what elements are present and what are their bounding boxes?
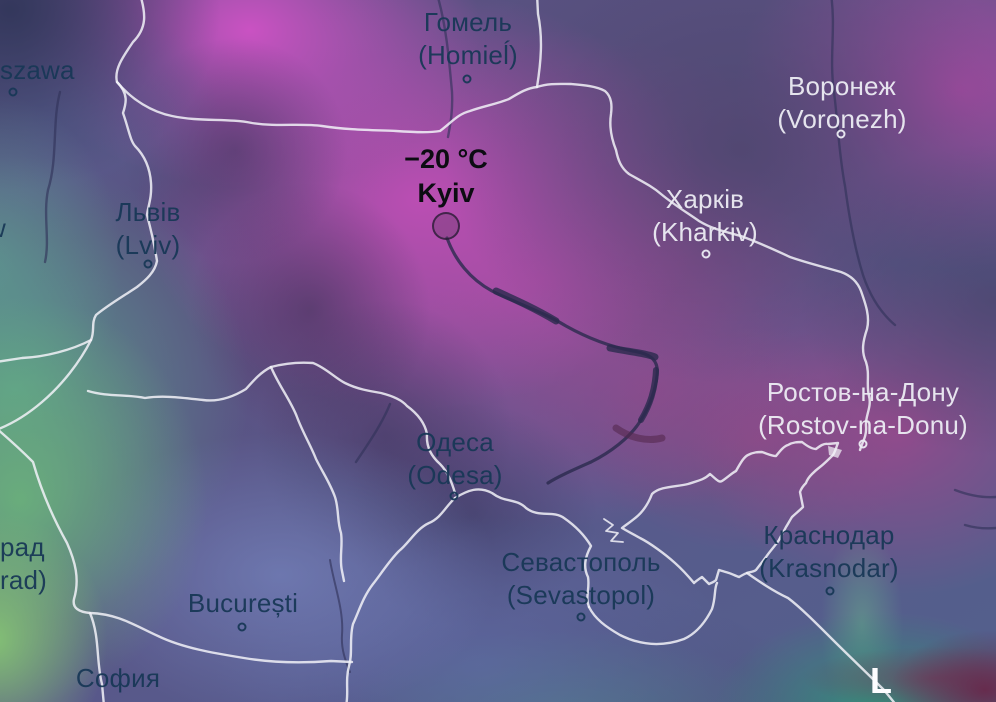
city-label-rostov: Ростов-на-Дону (Rostov-na-Donu) (758, 377, 968, 440)
river-manych (953, 488, 996, 530)
city-label-west-partial: w (0, 212, 6, 245)
pressure-low-marker: L (870, 660, 892, 701)
border-belarus-russia (535, 0, 543, 89)
dnipro-reservoir-dniprovske (638, 367, 659, 423)
border-moldova-north (86, 361, 457, 495)
coast-north-black-sea (453, 488, 593, 609)
city-label-homiel: Гомель (Homieĺ) (418, 7, 518, 70)
river-desna (437, 0, 454, 139)
dnipro-reservoir-kremenchuk (606, 344, 659, 361)
coast-west-black-sea (345, 496, 457, 702)
city-label-lviv: Львів (Lviv) (115, 197, 181, 260)
border-poland-west-ukraine (0, 0, 159, 363)
city-label-warszawa-partial: szawa (0, 55, 75, 85)
kakhovka-reservoir (612, 424, 666, 444)
city-marker-warszawa-partial[interactable] (8, 87, 18, 97)
city-marker-voronezh[interactable] (836, 129, 846, 139)
city-label-voronezh: Воронеж (Voronezh) (777, 71, 907, 134)
river-vistula (43, 90, 62, 264)
selected-temperature-value: −20 °C (404, 144, 488, 174)
selected-location-marker[interactable] (432, 212, 460, 240)
border-bulgaria-west (88, 611, 105, 702)
city-label-krasnodar: Краснодар (Krasnodar) (759, 520, 899, 583)
coast-caucasus (745, 571, 896, 702)
rivers-group (43, 0, 996, 673)
city-marker-krasnodar[interactable] (825, 586, 835, 596)
city-marker-lviv[interactable] (143, 259, 153, 269)
city-marker-odesa[interactable] (449, 491, 459, 501)
city-label-bucuresti: București (187, 588, 299, 618)
dnipro-reservoir-kaniv (492, 287, 560, 325)
coast-syvash-lagoon (603, 518, 624, 543)
city-label-odesa: Одеса (Odesa) (407, 427, 503, 490)
city-marker-sevastopol[interactable] (576, 612, 586, 622)
border-ukraine-north-east (115, 80, 871, 452)
border-prut-moldova-romania (269, 365, 346, 583)
selected-location-label: −20 °C Kyiv (404, 142, 488, 210)
city-label-sevastopol: Севастополь (Sevastopol) (501, 547, 661, 610)
selected-city-name: Kyiv (417, 178, 475, 208)
city-marker-homiel[interactable] (462, 74, 472, 84)
city-label-sofia: София (75, 663, 161, 693)
city-label-kharkiv: Харків (Kharkiv) (652, 184, 758, 247)
river-dniester (354, 402, 392, 464)
city-label-beograd-partial: рад rad) (0, 532, 48, 595)
dnipro-group (445, 236, 666, 485)
border-serbia-danube (0, 429, 354, 664)
city-marker-bucuresti[interactable] (237, 622, 247, 632)
city-marker-rostov[interactable] (858, 439, 868, 449)
river-don (830, 0, 897, 327)
city-marker-kharkiv[interactable] (701, 249, 711, 259)
borders-group (0, 0, 896, 702)
coast-sea-of-azov (620, 440, 840, 586)
coast-crimea-south (587, 581, 719, 646)
border-carpathian-branch (0, 338, 93, 430)
don-delta (828, 446, 842, 458)
